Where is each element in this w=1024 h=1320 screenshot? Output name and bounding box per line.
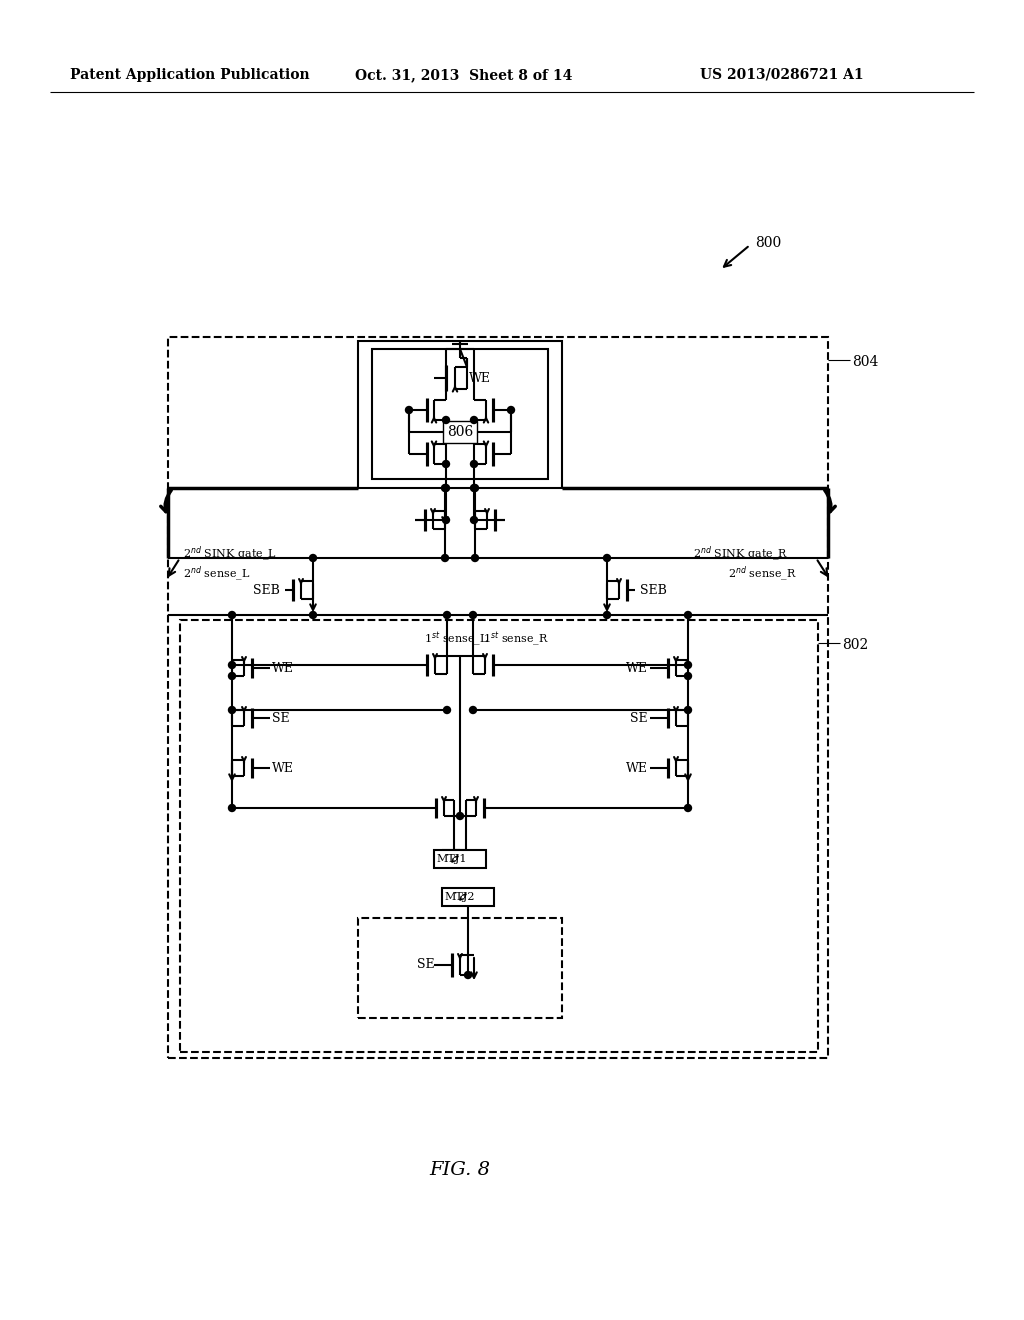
Text: MTJ2: MTJ2 (444, 892, 474, 902)
Text: 804: 804 (852, 355, 879, 370)
Circle shape (442, 417, 450, 424)
Circle shape (228, 706, 236, 714)
Circle shape (684, 672, 691, 680)
Circle shape (442, 461, 450, 467)
Bar (442, 888, 494, 906)
Text: MTJ1: MTJ1 (436, 854, 467, 865)
Circle shape (228, 661, 236, 668)
Circle shape (470, 516, 477, 524)
Circle shape (309, 554, 316, 561)
Text: 1$^{st}$ sense_R: 1$^{st}$ sense_R (483, 631, 549, 649)
Circle shape (443, 611, 451, 619)
Circle shape (508, 407, 514, 413)
Circle shape (457, 813, 464, 820)
Text: US 2013/0286721 A1: US 2013/0286721 A1 (700, 69, 863, 82)
Text: 802: 802 (842, 638, 868, 652)
Circle shape (684, 804, 691, 812)
Text: Oct. 31, 2013  Sheet 8 of 14: Oct. 31, 2013 Sheet 8 of 14 (355, 69, 572, 82)
Text: WE: WE (469, 371, 490, 384)
Circle shape (228, 804, 236, 812)
Bar (358, 917, 562, 1018)
Text: FIG. 8: FIG. 8 (429, 1162, 490, 1179)
Bar (358, 341, 562, 488)
Circle shape (441, 554, 449, 561)
Circle shape (603, 554, 610, 561)
Circle shape (470, 461, 477, 467)
Text: WE: WE (626, 762, 648, 775)
Text: 2$^{nd}$ SINK gate_L: 2$^{nd}$ SINK gate_L (183, 544, 276, 564)
Circle shape (469, 706, 476, 714)
Circle shape (470, 484, 477, 491)
Bar (168, 337, 828, 1059)
Text: SEB: SEB (253, 583, 280, 597)
Text: Patent Application Publication: Patent Application Publication (70, 69, 309, 82)
Bar (372, 348, 548, 479)
Text: SEB: SEB (640, 583, 667, 597)
Circle shape (406, 407, 413, 413)
Text: SE: SE (272, 711, 290, 725)
Circle shape (228, 611, 236, 619)
Circle shape (684, 661, 691, 668)
Circle shape (603, 611, 610, 619)
Circle shape (684, 706, 691, 714)
Text: 1$^{st}$ sense_L: 1$^{st}$ sense_L (424, 631, 488, 649)
Circle shape (443, 706, 451, 714)
Circle shape (470, 417, 477, 424)
Circle shape (469, 611, 476, 619)
Text: 806: 806 (446, 425, 473, 440)
Bar (434, 850, 486, 869)
Text: WE: WE (626, 661, 648, 675)
Circle shape (309, 611, 316, 619)
Circle shape (471, 484, 478, 491)
Text: 800: 800 (755, 236, 781, 249)
Bar (180, 620, 818, 1052)
Text: SE: SE (631, 711, 648, 725)
Text: 2$^{nd}$ SINK gate_R: 2$^{nd}$ SINK gate_R (693, 544, 788, 564)
Circle shape (442, 516, 450, 524)
Circle shape (684, 611, 691, 619)
Text: WE: WE (272, 661, 294, 675)
Text: SE: SE (417, 958, 434, 972)
Text: WE: WE (272, 762, 294, 775)
Circle shape (471, 554, 478, 561)
Circle shape (228, 672, 236, 680)
Text: 2$^{nd}$ sense_R: 2$^{nd}$ sense_R (728, 565, 797, 583)
Circle shape (441, 484, 449, 491)
Circle shape (465, 972, 471, 978)
Text: 2$^{nd}$ sense_L: 2$^{nd}$ sense_L (183, 565, 250, 583)
Circle shape (442, 484, 450, 491)
